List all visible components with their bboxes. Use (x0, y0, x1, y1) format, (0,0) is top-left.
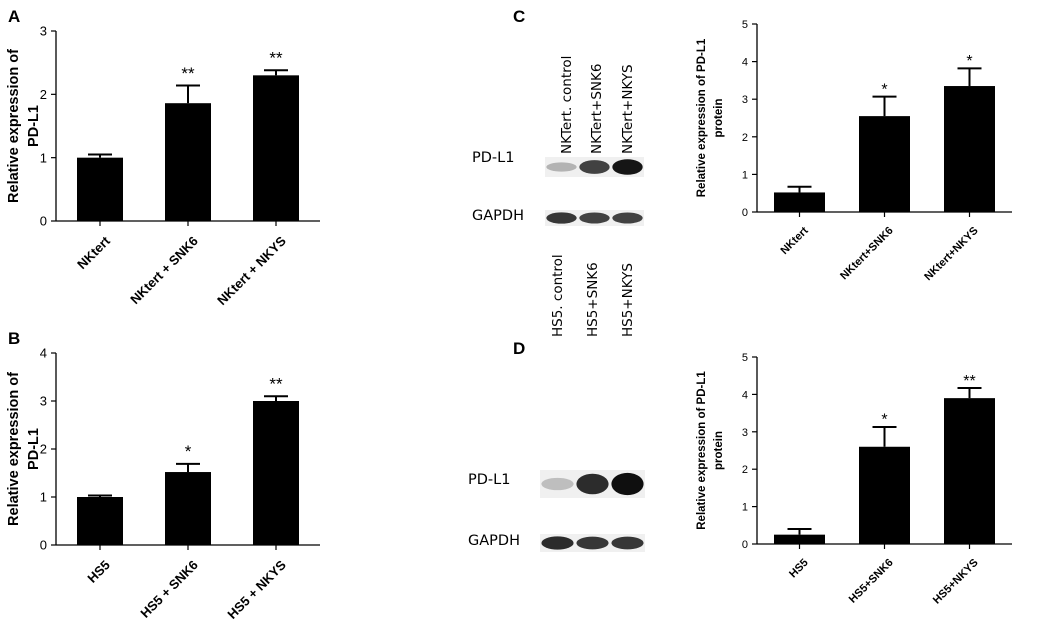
bar (859, 446, 910, 544)
y-tick-label: 2 (40, 442, 47, 457)
bar (859, 116, 910, 212)
significance-mark: * (966, 53, 972, 70)
panel-letter-b: B (8, 329, 20, 348)
bar (944, 86, 995, 212)
category-label: NKtert (74, 233, 113, 272)
y-tick-label: 3 (742, 94, 748, 106)
panel-letter-c: C (513, 7, 525, 26)
y-tick-label: 5 (742, 352, 748, 364)
lane-label: HS5+SNK6 (585, 262, 601, 337)
significance-mark: ** (269, 375, 283, 394)
blot-row-label: GAPDH (468, 533, 520, 549)
y-axis-title-line2: protein (713, 99, 725, 138)
significance-mark: ** (963, 373, 975, 390)
y-tick-label: 4 (742, 57, 748, 69)
y-tick-label: 2 (742, 132, 748, 144)
bar (253, 75, 299, 221)
western-blot-c: NKTert. control NKTert+SNK6 NKTert+NKYS PD-… (472, 56, 644, 226)
panel-letter-d: D (513, 339, 525, 358)
blot-band (579, 212, 610, 224)
category-label: NKtert+SNK6 (838, 225, 896, 283)
category-label: NKtert + SNK6 (127, 233, 201, 307)
blot-band (576, 473, 609, 495)
lane-label: HS5. control (550, 254, 566, 337)
y-tick-label: 0 (742, 207, 748, 219)
blot-band (611, 536, 644, 550)
blot-band (611, 472, 644, 496)
lane-label: HS5+NKYS (620, 263, 636, 337)
y-axis-title: Relative expression of PD-L1 (696, 38, 708, 197)
chart-panel-c: C 0 1 2 3 4 5 Relative expression of PD-L1 prote… (513, 7, 1012, 283)
chart-panel-b: B 0 1 2 3 4 Relative expression of PD-L1 HS5 * HS5… (6, 329, 320, 622)
bar (774, 534, 825, 544)
blot-band (541, 477, 574, 491)
category-label: HS5 (84, 557, 112, 585)
western-blot-d: HS5. control HS5+SNK6 HS5+NKYS PD-L1 GAPDH (468, 254, 645, 552)
y-tick-label: 4 (742, 389, 748, 401)
chart-panel-a: A 0 1 2 3 Relative expression of PD-L1 NKtert **… (6, 7, 320, 308)
blot-row-label: GAPDH (472, 208, 524, 224)
blot-band (546, 162, 577, 172)
y-axis-title-line2: protein (713, 431, 725, 470)
y-axis-title: Relative expression of (6, 372, 22, 526)
category-label: HS5 (787, 557, 811, 581)
category-label: HS5+SNK6 (847, 557, 896, 606)
bar (165, 472, 211, 545)
y-tick-label: 0 (40, 538, 47, 553)
blot-band (541, 536, 574, 550)
y-axis-title-line2: PD-L1 (26, 105, 42, 147)
bar (253, 401, 299, 545)
blot-band (579, 160, 610, 174)
blot-band (612, 212, 643, 224)
y-tick-label: 3 (40, 24, 47, 39)
y-tick-label: 1 (742, 169, 748, 181)
category-label: NKtert + NKYS (214, 233, 289, 308)
category-label: NKtert+NKYS (922, 225, 980, 283)
blot-band (576, 536, 609, 550)
bar (77, 157, 123, 221)
significance-mark: * (185, 442, 192, 461)
significance-mark: ** (269, 49, 283, 68)
y-tick-label: 1 (742, 502, 748, 514)
y-tick-label: 2 (40, 87, 47, 102)
bar (165, 103, 211, 221)
category-label: HS5 + NKYS (224, 557, 289, 622)
lane-label: NKTert+NKYS (620, 64, 636, 154)
y-tick-label: 3 (40, 394, 47, 409)
category-label: HS5 + SNK6 (137, 557, 200, 620)
significance-mark: * (881, 412, 887, 429)
y-axis-title: Relative expression of (6, 49, 22, 203)
blot-row-label: PD-L1 (472, 150, 514, 166)
bar (944, 398, 995, 544)
blot-row-label: PD-L1 (468, 472, 510, 488)
blot-band (546, 212, 577, 224)
y-axis-title: Relative expression of PD-L1 (696, 371, 708, 530)
category-label: HS5+NKYS (931, 557, 981, 607)
y-tick-label: 1 (40, 490, 47, 505)
chart-panel-d: D 0 1 2 3 4 5 Relative expression of PD-L1 prote… (513, 339, 1012, 607)
category-label: NKtert (778, 225, 810, 257)
panel-letter-a: A (8, 7, 20, 26)
y-tick-label: 2 (742, 464, 748, 476)
bar (774, 192, 825, 212)
blot-band (612, 159, 643, 175)
y-tick-label: 3 (742, 427, 748, 439)
y-tick-label: 1 (40, 150, 47, 165)
lane-label: NKTert+SNK6 (589, 64, 605, 154)
significance-mark: ** (181, 64, 195, 83)
y-tick-label: 0 (742, 539, 748, 551)
lane-label: NKTert. control (559, 56, 575, 154)
y-tick-label: 4 (40, 346, 47, 361)
y-tick-label: 5 (742, 19, 748, 31)
significance-mark: * (881, 81, 887, 98)
y-axis-title-line2: PD-L1 (26, 428, 42, 470)
y-tick-label: 0 (40, 214, 47, 229)
bar (77, 497, 123, 545)
